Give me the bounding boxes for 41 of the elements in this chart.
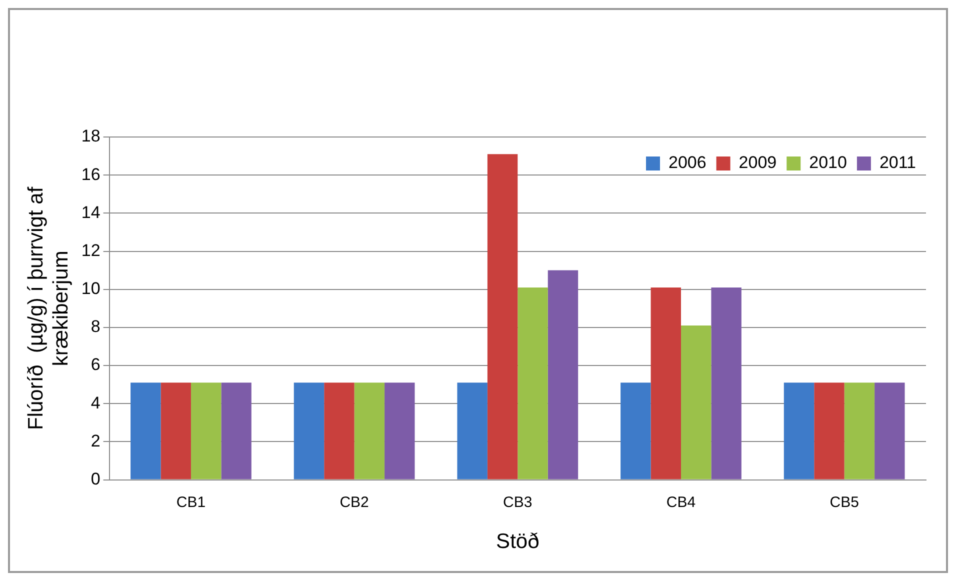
bar	[221, 382, 252, 480]
bar	[487, 154, 518, 480]
y-tick-label: 4	[90, 393, 100, 412]
y-axis-title: Flúoríð (µg/g) í þurrvigt af krækiberjum	[24, 186, 73, 430]
bar	[784, 382, 814, 480]
bar	[620, 382, 651, 480]
y-tick-label: 0	[90, 469, 100, 488]
bar	[160, 382, 191, 480]
bar	[874, 382, 905, 480]
bar	[384, 382, 415, 480]
y-tick-label: 8	[90, 317, 100, 336]
bar	[548, 270, 578, 480]
x-axis-title: Stöð	[496, 530, 540, 554]
legend-label: 2010	[809, 153, 847, 172]
x-tick-label: CB1	[176, 494, 206, 511]
bar	[650, 287, 681, 480]
bar	[324, 382, 354, 480]
bar	[354, 382, 385, 480]
y-tick-label: 16	[81, 164, 100, 184]
legend-label: 2011	[879, 153, 916, 172]
bar	[190, 382, 222, 480]
x-tick-label: CB4	[666, 494, 696, 511]
legend-label: 2006	[668, 153, 706, 172]
y-tick-label: 2	[90, 431, 100, 450]
y-tick-label: 18	[81, 126, 100, 146]
bar	[294, 382, 324, 480]
bar	[680, 326, 712, 480]
bar	[518, 287, 548, 480]
y-tick-label: 10	[81, 279, 100, 298]
bar	[130, 382, 161, 480]
y-tick-label: 6	[90, 355, 100, 374]
legend-label: 2009	[738, 153, 777, 172]
bar	[711, 287, 742, 480]
x-tick-label: CB3	[503, 494, 532, 511]
bar	[814, 382, 844, 480]
x-tick-label: CB5	[830, 494, 859, 511]
y-tick-label: 14	[81, 202, 100, 222]
x-tick-label: CB2	[340, 494, 369, 511]
y-tick-label: 12	[81, 240, 100, 260]
bar	[844, 382, 875, 480]
bar	[457, 382, 488, 480]
